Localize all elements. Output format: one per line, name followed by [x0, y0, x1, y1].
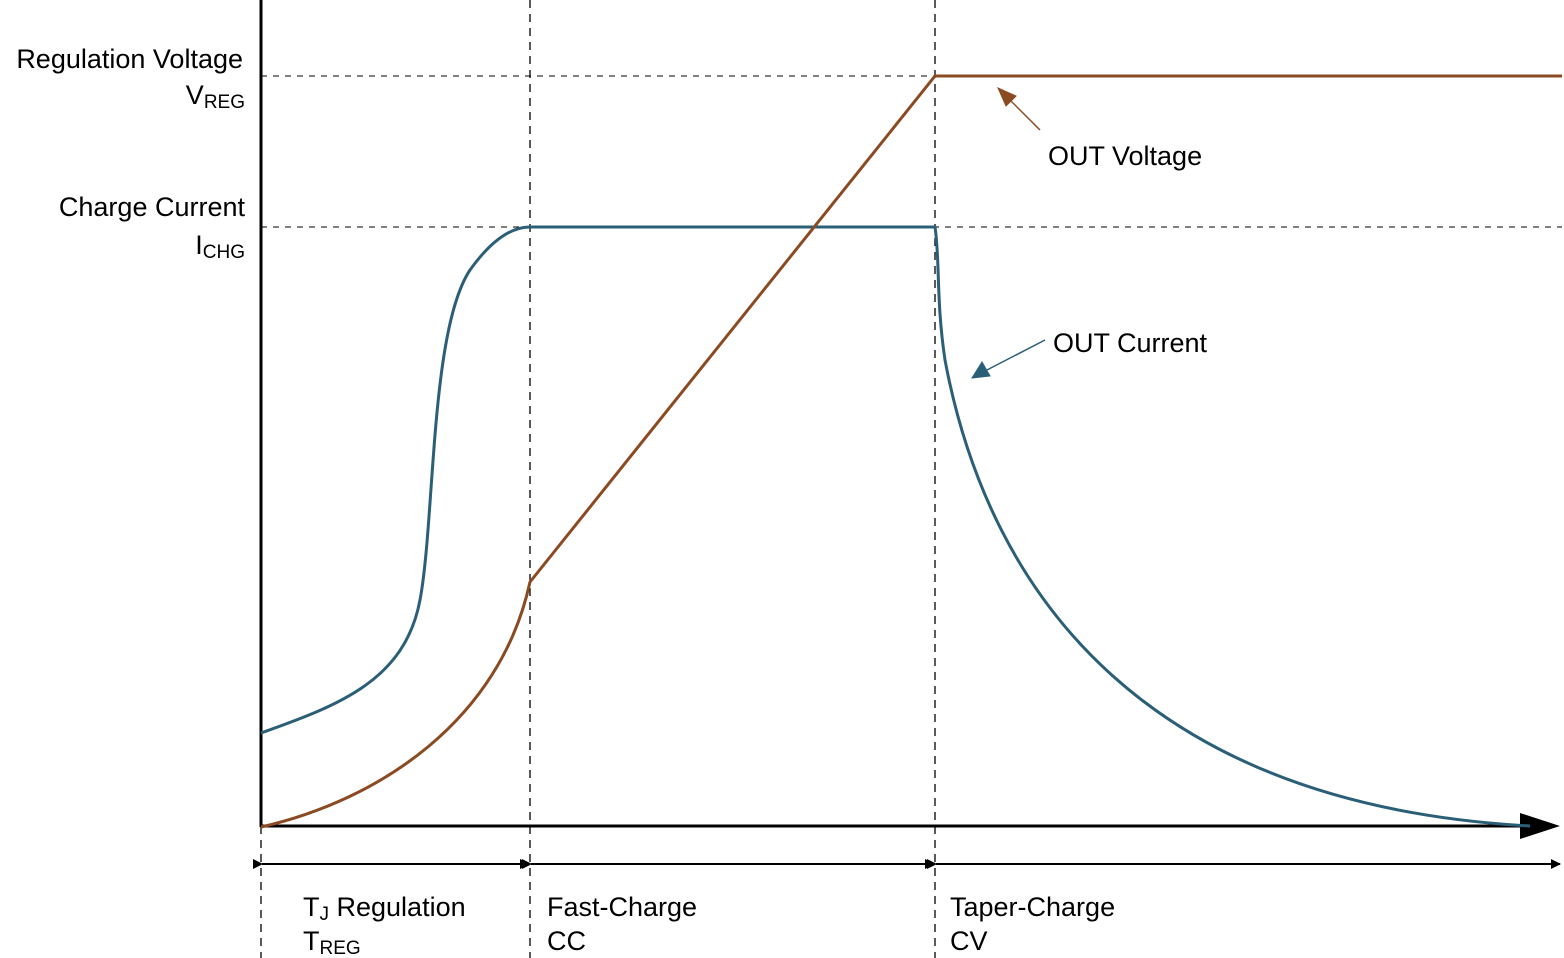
phase-cv-line1: Taper-Charge	[950, 892, 1115, 922]
phase-cc-line2: CC	[547, 926, 586, 956]
vreg-label: VREG	[186, 80, 245, 113]
out-current-curve	[260, 225, 1531, 828]
phase-treg-line2: TREG	[303, 926, 361, 958]
ichg-label: ICHG	[195, 230, 245, 263]
out-current-label: OUT Current	[1053, 328, 1208, 358]
regulation-voltage-label: Regulation Voltage	[16, 44, 243, 74]
out-voltage-curve	[260, 74, 1562, 829]
current-annotation	[971, 339, 1046, 379]
phase-cv-line2: CV	[950, 926, 988, 956]
out-voltage-label: OUT Voltage	[1048, 141, 1202, 171]
voltage-annotation	[997, 87, 1041, 131]
x-axis-arrowhead	[1520, 813, 1560, 839]
phase-treg-line1: TJ Regulation	[303, 892, 466, 925]
phase-cc-line1: Fast-Charge	[547, 892, 697, 922]
charge-current-label: Charge Current	[59, 192, 246, 222]
